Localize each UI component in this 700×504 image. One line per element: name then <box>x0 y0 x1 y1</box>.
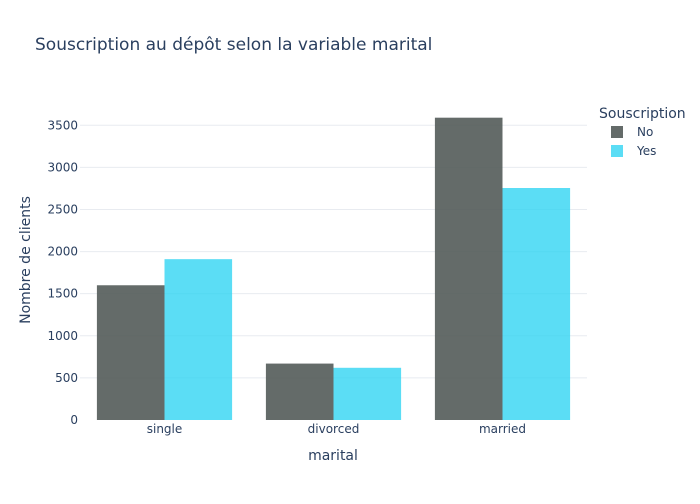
x-axis-title: marital <box>308 448 358 464</box>
legend-label-yes[interactable]: Yes <box>636 144 656 158</box>
legend-label-no[interactable]: No <box>637 125 653 139</box>
y-axis-title: Nombre de clients <box>18 196 34 324</box>
y-tick-label: 2500 <box>47 202 78 216</box>
y-tick-label: 3000 <box>47 160 78 174</box>
chart-title: Souscription au dépôt selon la variable … <box>35 35 432 55</box>
y-tick-label: 2000 <box>47 245 78 259</box>
y-tick-labels: 0 500 1000 1500 2000 2500 3000 3500 <box>47 118 78 427</box>
y-tick-label: 3500 <box>47 118 78 132</box>
legend-swatch-yes[interactable] <box>611 145 623 157</box>
y-tick-label: 1500 <box>47 287 78 301</box>
bar-divorced-yes[interactable] <box>333 367 402 420</box>
legend-title: Souscription <box>599 106 686 122</box>
x-tick-label: single <box>147 422 183 436</box>
bar-single-no[interactable] <box>96 285 165 420</box>
bar-married-no[interactable] <box>434 117 503 421</box>
bar-single-yes[interactable] <box>164 259 233 420</box>
legend-items: No Yes <box>611 125 656 158</box>
bar-married-yes[interactable] <box>502 188 571 420</box>
x-tick-label: divorced <box>308 422 360 436</box>
x-tick-labels: single divorced married <box>147 422 526 436</box>
y-tick-label: 1000 <box>47 329 78 343</box>
bar-divorced-no[interactable] <box>265 363 334 420</box>
bars <box>96 117 571 421</box>
y-tick-label: 0 <box>70 413 78 427</box>
legend: Souscription No Yes <box>599 106 686 158</box>
y-tick-label: 500 <box>55 371 78 385</box>
x-tick-label: married <box>479 422 526 436</box>
legend-swatch-no[interactable] <box>611 126 623 138</box>
